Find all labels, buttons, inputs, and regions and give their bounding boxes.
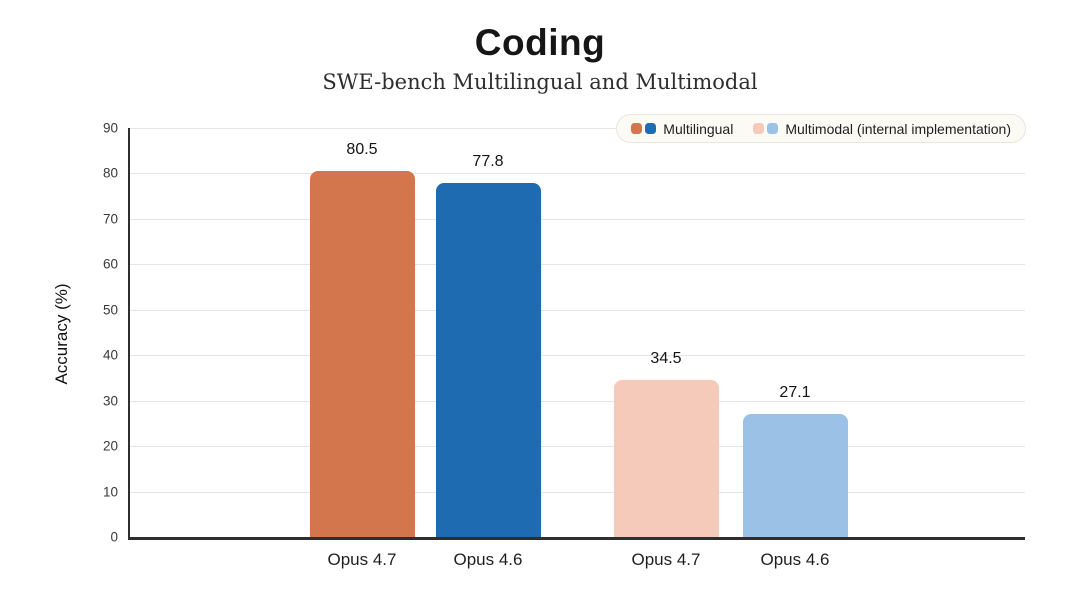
y-tick-label: 70 [102, 211, 118, 227]
chart-title: Coding [474, 22, 606, 63]
bar [742, 413, 848, 537]
y-tick-label: 80 [102, 165, 118, 181]
y-axis-title: Accuracy (%) [52, 283, 71, 385]
y-tick-label: 30 [102, 393, 118, 409]
y-tick-label: 10 [102, 484, 118, 500]
plot-area: Multilingual Multimodal (internal impleme… [103, 114, 1026, 569]
bar [435, 183, 541, 537]
y-tick-label: 20 [102, 438, 118, 454]
gridline [130, 446, 1025, 448]
legend-swatch-icon [767, 123, 779, 134]
gridline [130, 218, 1025, 220]
gridline [130, 264, 1025, 266]
legend-entry: Multimodal (internal implementation) [753, 121, 1011, 137]
gridline [130, 491, 1025, 493]
bar-value-label: 77.8 [472, 153, 504, 171]
legend-label: Multimodal (internal implementation) [785, 120, 1011, 137]
legend-swatch-pair [631, 123, 657, 134]
bar-value-label: 27.1 [779, 383, 811, 401]
y-tick-label: 90 [102, 120, 118, 136]
x-category-label: Opus 4.6 [453, 550, 523, 569]
bar [309, 171, 415, 537]
legend-entry: Multilingual [631, 121, 733, 137]
bar-value-label: 80.5 [346, 141, 378, 159]
x-category-label: Opus 4.6 [760, 550, 830, 569]
legend-label: Multilingual [663, 120, 734, 137]
y-tick-label: 0 [110, 529, 118, 545]
y-tick-label: 40 [102, 347, 118, 363]
y-tick-label: 60 [102, 256, 118, 272]
bar-value-label: 34.5 [650, 350, 682, 368]
gridline [130, 128, 1025, 129]
legend-swatch-icon [753, 123, 765, 134]
chart-subtitle: SWE-bench Multilingual and Multimodal [322, 70, 758, 94]
gridline [130, 309, 1025, 311]
x-category-label: Opus 4.7 [631, 550, 701, 569]
legend-swatch-icon [631, 123, 643, 134]
y-tick-label: 50 [102, 302, 118, 318]
x-category-label: Opus 4.7 [327, 550, 397, 569]
legend: Multilingual Multimodal (internal impleme… [616, 114, 1026, 143]
gridline [130, 173, 1025, 175]
legend-swatch-icon [645, 123, 657, 134]
gridline [130, 355, 1025, 357]
bar [613, 380, 719, 537]
legend-swatch-pair [753, 123, 779, 134]
gridline [130, 400, 1025, 402]
